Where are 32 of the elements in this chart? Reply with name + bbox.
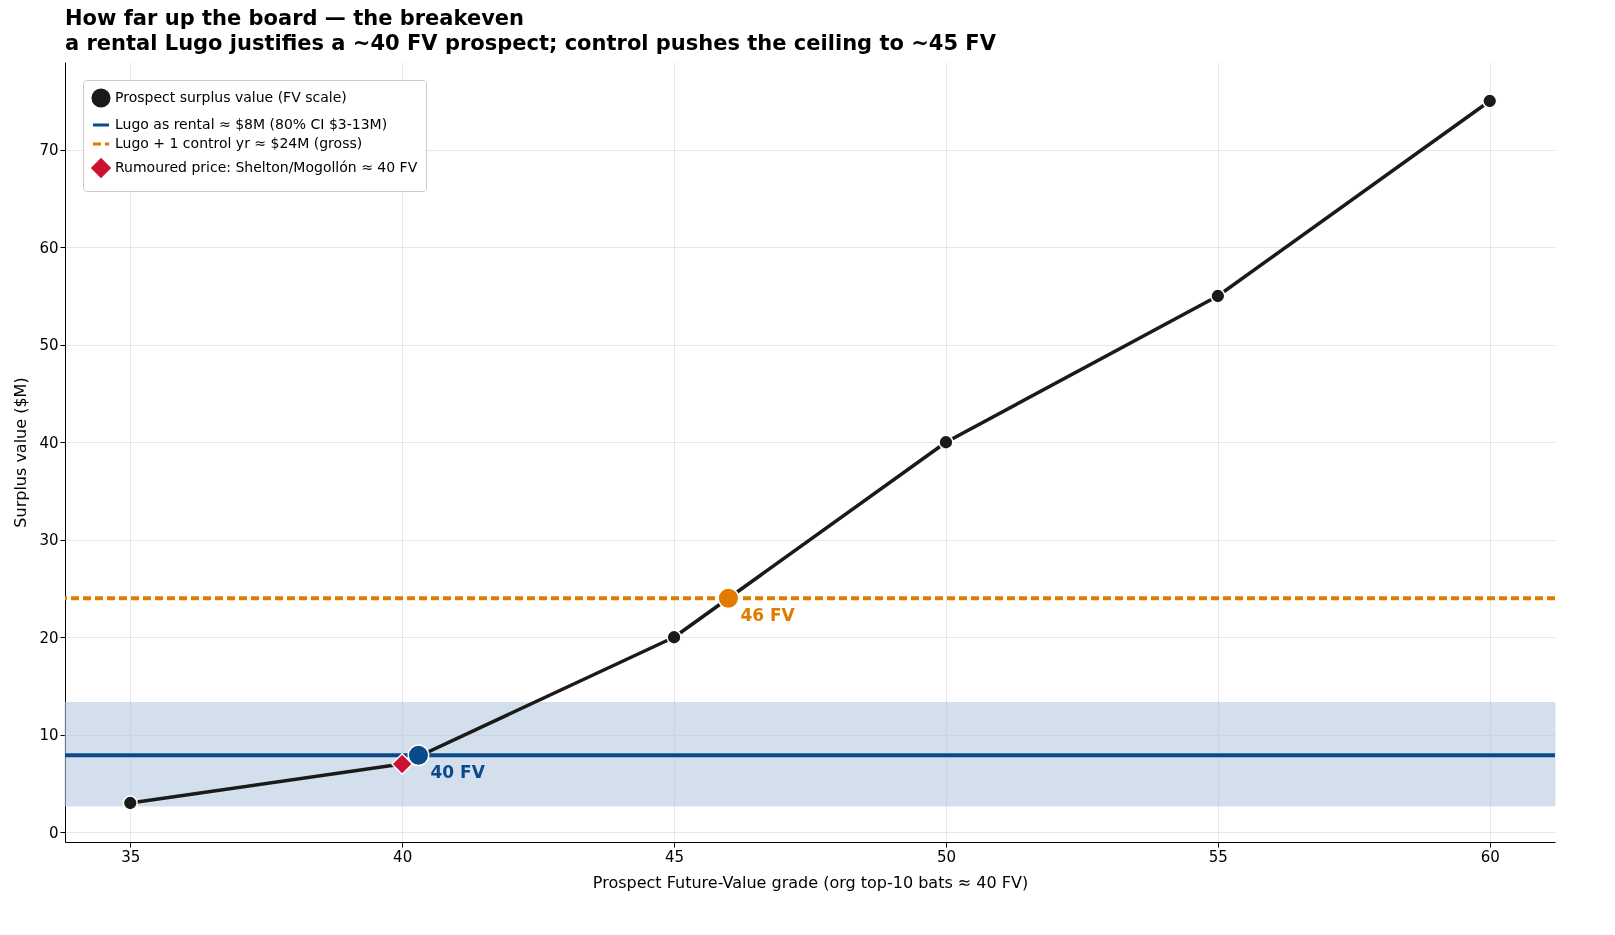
y-tick-label: 60 (39, 238, 59, 257)
x-axis-title: Prospect Future-Value grade (org top-10 bats ≈ 40 FV) (592, 872, 1029, 892)
legend-label: Prospect surplus value (FV scale) (115, 89, 347, 105)
x-tick-label: 60 (1480, 847, 1500, 866)
y-tick-label: 40 (39, 433, 59, 452)
x-tick-label: 55 (1208, 847, 1228, 866)
annotation: 46 FV (740, 605, 796, 626)
point (1210, 288, 1226, 304)
x-tick-label: 35 (121, 847, 141, 866)
chart-title: How far up the board — the breakeven (65, 6, 525, 30)
point (938, 434, 954, 450)
chart-subtitle: a rental Lugo justifies a ~40 FV prospect; control pushes the ceiling to ~45 FV (65, 31, 997, 55)
x-tick-label: 50 (936, 847, 956, 866)
point (717, 587, 740, 610)
point (666, 629, 682, 645)
annotation: 40 FV (430, 762, 486, 783)
legend-label: Lugo + 1 control yr ≈ $24M (gross) (115, 135, 363, 151)
point (1482, 93, 1498, 109)
y-tick-label: 70 (39, 141, 59, 160)
x-tick-label: 45 (665, 847, 685, 866)
point (122, 795, 138, 811)
y-tick-label: 50 (39, 336, 59, 355)
y-tick-label: 30 (39, 531, 59, 550)
y-axis-title: Surplus value ($M) (11, 377, 31, 528)
point (391, 753, 414, 775)
legend-label: Rumoured price: Shelton/Mogollón ≈ 40 FV (115, 159, 418, 175)
point (407, 744, 430, 767)
y-tick-label: 0 (48, 823, 59, 842)
y-tick-label: 20 (39, 628, 59, 647)
legend-label: Lugo as rental ≈ $8M (80% CI $3-13M) (115, 116, 388, 132)
x-tick-label: 40 (393, 847, 413, 866)
y-tick-label: 10 (39, 726, 59, 745)
